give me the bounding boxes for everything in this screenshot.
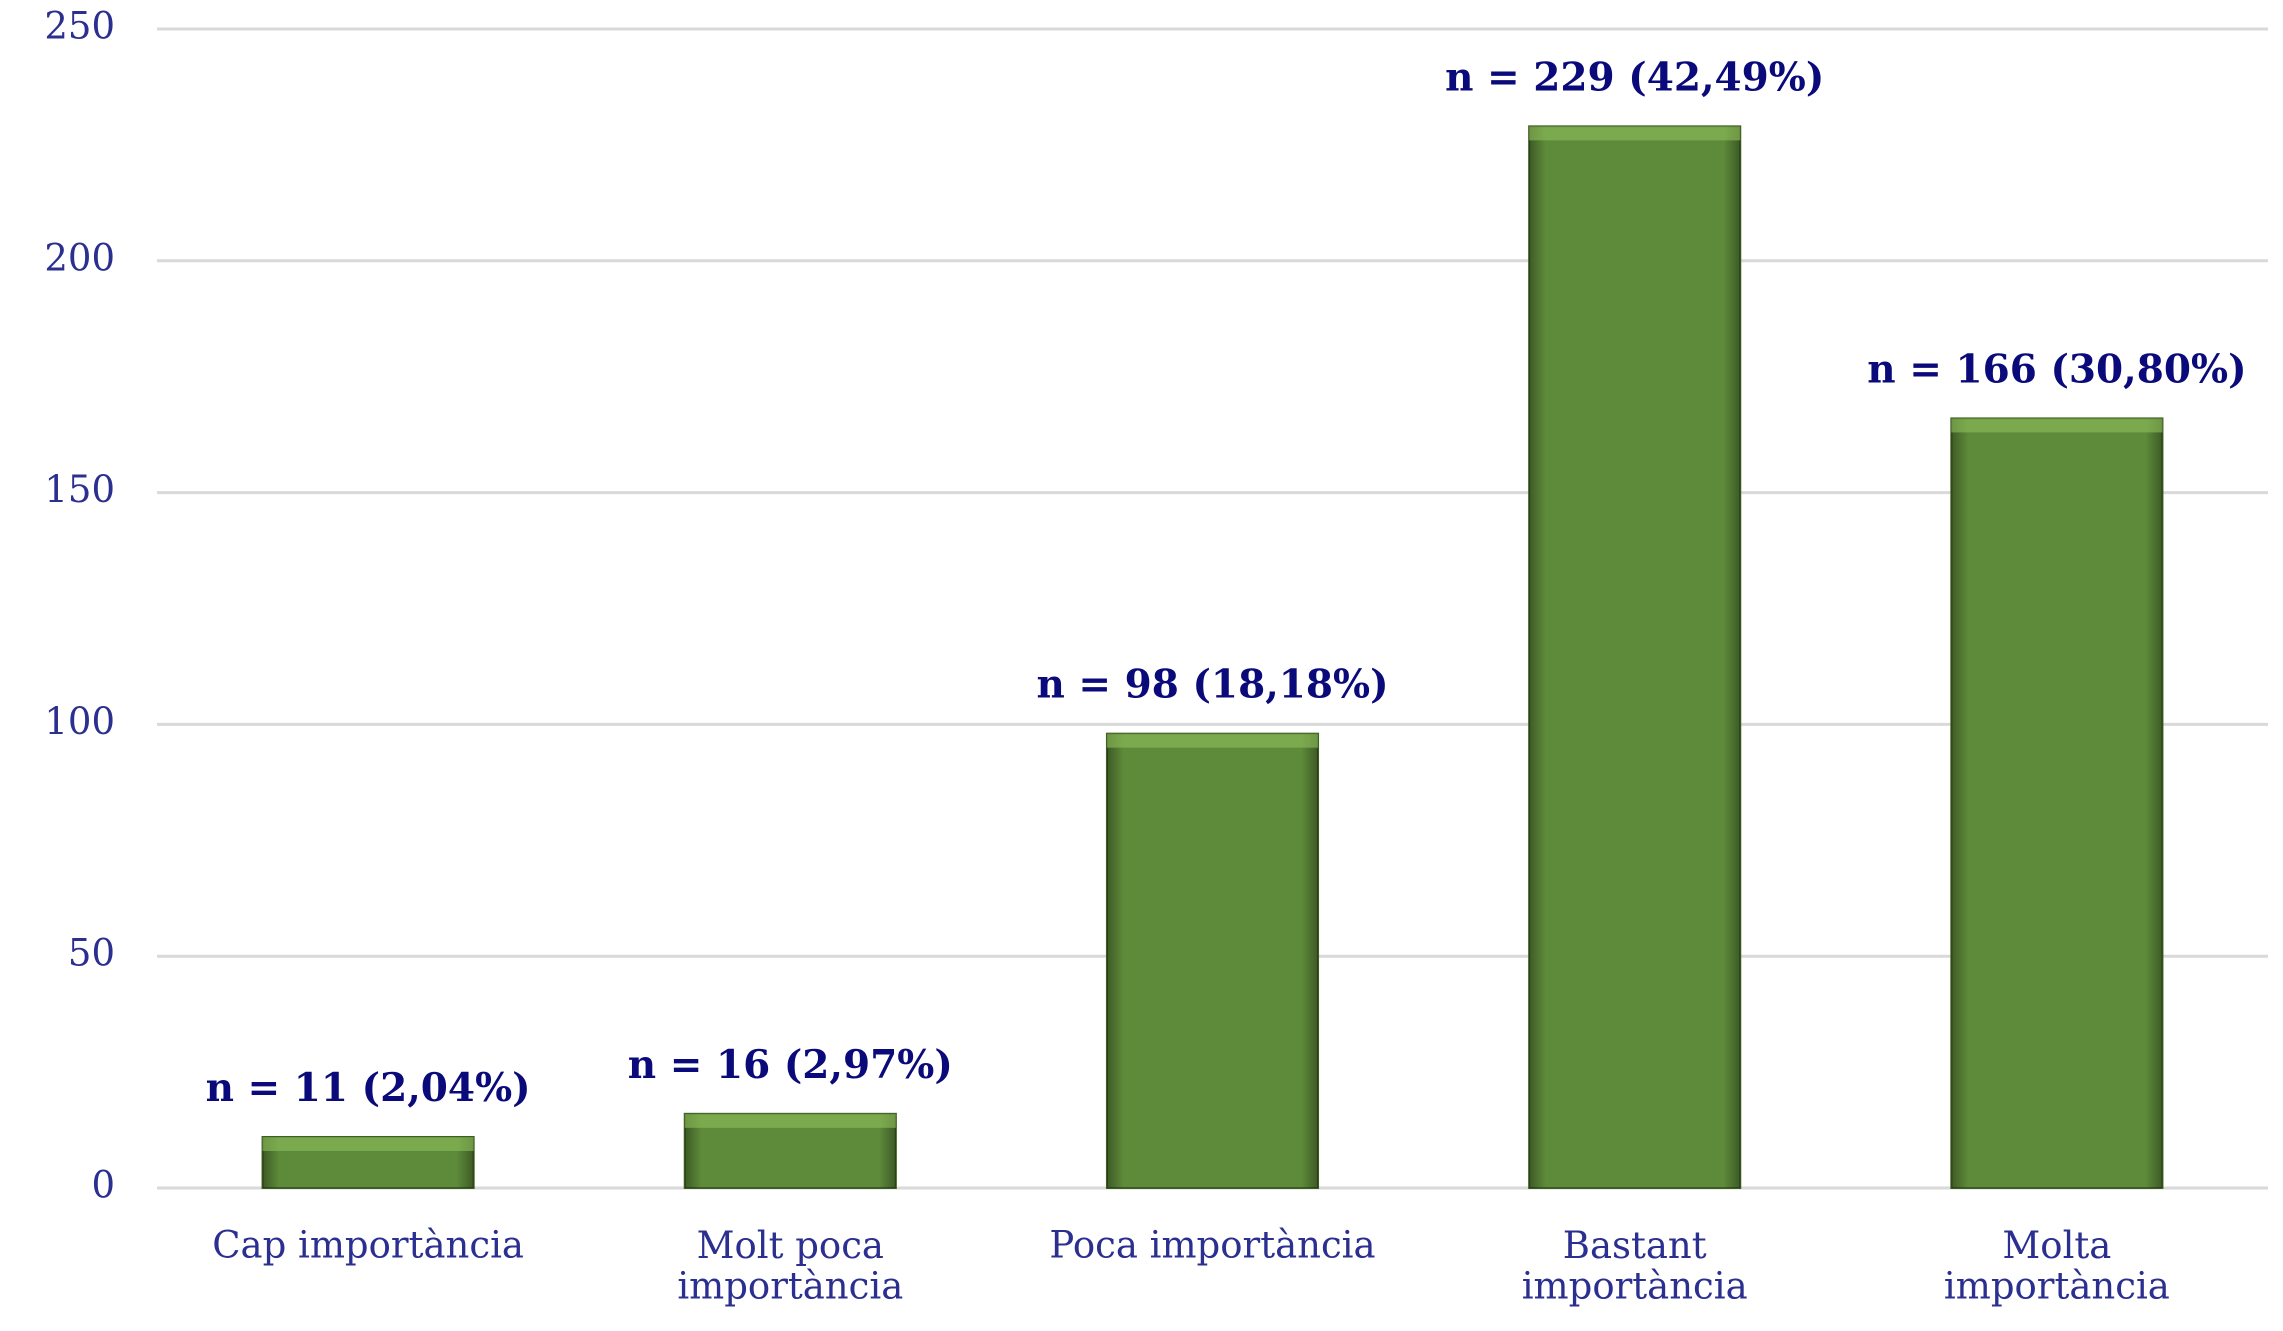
value-label: n = 11 (2,04%) <box>206 1065 531 1111</box>
x-tick-label: Bastant importància <box>1522 1224 1748 1308</box>
value-label: n = 166 (30,80%) <box>1867 346 2246 392</box>
x-tick-label: Poca importància <box>1049 1224 1375 1267</box>
value-label: n = 229 (42,49%) <box>1445 54 1824 100</box>
y-tick-label: 100 <box>44 700 115 743</box>
y-tick-label: 200 <box>44 236 115 279</box>
bar-top-bevel <box>262 1137 474 1152</box>
y-tick-label: 250 <box>44 5 115 48</box>
bar <box>1950 417 2164 1189</box>
bar-top-bevel <box>1106 733 1319 748</box>
bar-top-bevel <box>1951 418 2163 433</box>
bar <box>1528 125 1742 1190</box>
x-tick-label: Cap importància <box>212 1224 524 1267</box>
y-tick-label: 50 <box>68 932 115 975</box>
x-tick-label: Molta importància <box>1944 1224 2170 1308</box>
value-label: n = 16 (2,97%) <box>628 1042 953 1088</box>
value-label: n = 98 (18,18%) <box>1036 662 1388 708</box>
bar-top-bevel <box>1529 126 1741 141</box>
y-tick-label: 0 <box>91 1164 115 1207</box>
x-tick-label: Molt poca importància <box>677 1224 903 1308</box>
bar <box>1105 732 1320 1189</box>
y-tick-label: 150 <box>44 468 115 511</box>
bar-top-bevel <box>684 1113 896 1128</box>
